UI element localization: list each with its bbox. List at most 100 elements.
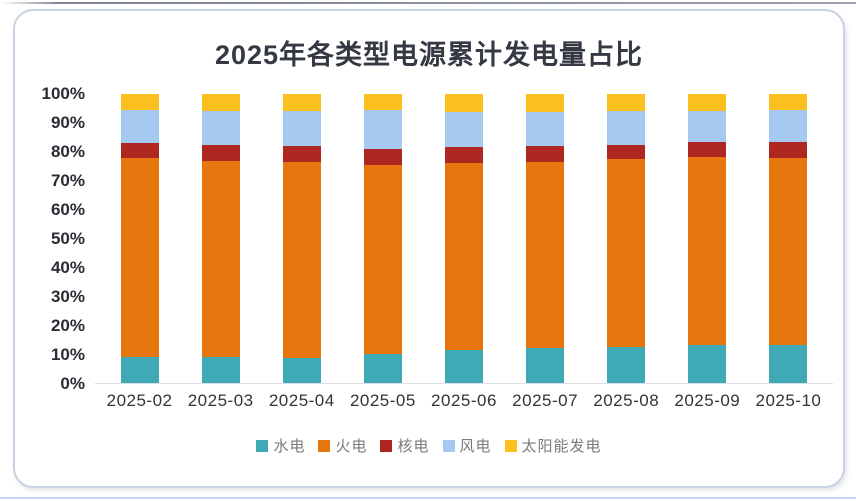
legend-swatch-icon bbox=[318, 439, 331, 452]
stacked-bar bbox=[444, 94, 483, 383]
bar-segment bbox=[769, 109, 808, 143]
top-divider-line bbox=[0, 2, 856, 4]
y-axis-tick: 60% bbox=[50, 200, 85, 219]
stacked-bar bbox=[526, 94, 565, 383]
bar-column bbox=[586, 94, 667, 383]
bar-segment bbox=[769, 157, 808, 345]
bar-segment bbox=[607, 347, 646, 383]
bar-segment bbox=[363, 94, 402, 110]
x-axis-label: 2025-02 bbox=[106, 391, 173, 410]
bar-column bbox=[667, 94, 748, 383]
x-axis-label: 2025-04 bbox=[268, 391, 335, 410]
stacked-bar bbox=[688, 94, 727, 383]
bar-segment bbox=[120, 357, 159, 383]
bar-segment bbox=[363, 164, 402, 354]
bar-segment bbox=[688, 157, 727, 345]
bar-segment bbox=[607, 144, 646, 159]
legend-swatch-icon bbox=[380, 439, 393, 452]
bar-segment bbox=[201, 110, 240, 146]
x-axis-label: 2025-05 bbox=[349, 391, 416, 410]
y-axis-tick: 100% bbox=[41, 84, 85, 103]
legend-item: 风电 bbox=[442, 435, 492, 456]
bar-segment bbox=[201, 94, 240, 111]
y-axis-tick: 80% bbox=[50, 142, 85, 161]
stacked-bar bbox=[607, 94, 646, 383]
bar-segment bbox=[282, 357, 321, 383]
y-axis-tick: 70% bbox=[50, 171, 85, 190]
bar-segment bbox=[201, 357, 240, 383]
y-axis-tick: 0% bbox=[60, 374, 85, 393]
stacked-bar bbox=[120, 94, 159, 383]
stacked-bar bbox=[769, 94, 808, 383]
bar-segment bbox=[120, 94, 159, 110]
y-axis-tick: 90% bbox=[50, 113, 85, 132]
bar-column bbox=[342, 94, 423, 383]
bar-segment bbox=[120, 158, 159, 357]
stacked-bar bbox=[201, 94, 240, 383]
bar-segment bbox=[688, 142, 727, 158]
legend-label: 风电 bbox=[459, 438, 492, 455]
legend-label: 水电 bbox=[273, 438, 306, 455]
x-axis-label: 2025-06 bbox=[431, 391, 497, 410]
bar-segment bbox=[363, 109, 402, 149]
bar-segment bbox=[769, 344, 808, 383]
bar-segment bbox=[607, 111, 646, 145]
legend-item: 水电 bbox=[256, 435, 305, 456]
bar-column bbox=[505, 94, 586, 383]
y-axis: 100% 90% 80% 70% 60% 50% 40% 30% 20% 10% 0% bbox=[25, 84, 95, 393]
bar-column bbox=[748, 94, 829, 383]
bar-segment bbox=[526, 162, 565, 349]
plot-bars bbox=[95, 94, 833, 384]
x-axis: 2025-02 2025-03 2025-04 2025-05 2025-06 2025-… bbox=[95, 391, 833, 411]
bar-segment bbox=[282, 146, 321, 163]
bar-segment bbox=[282, 94, 321, 112]
legend-swatch-icon bbox=[504, 439, 517, 452]
y-axis-tick: 20% bbox=[50, 316, 85, 335]
legend-label: 火电 bbox=[335, 438, 368, 455]
bar-segment bbox=[120, 109, 159, 144]
stacked-bar bbox=[363, 94, 402, 383]
bar-segment bbox=[444, 147, 483, 164]
bar-segment bbox=[363, 148, 402, 165]
bar-segment bbox=[444, 94, 483, 112]
bar-segment bbox=[201, 161, 240, 357]
legend-item: 太阳能发电 bbox=[504, 435, 602, 456]
bar-segment bbox=[444, 163, 483, 351]
stacked-bar bbox=[282, 94, 321, 383]
bar-segment bbox=[688, 110, 727, 143]
bar-segment bbox=[282, 162, 321, 358]
x-axis-label: 2025-08 bbox=[593, 391, 660, 410]
legend-item: 核电 bbox=[380, 435, 429, 456]
bar-segment bbox=[769, 94, 808, 110]
x-axis-label: 2025-07 bbox=[512, 391, 579, 410]
bar-segment bbox=[607, 94, 646, 112]
bar-column bbox=[261, 94, 342, 383]
bottom-divider-line bbox=[0, 497, 856, 499]
x-axis-label: 2025-10 bbox=[755, 391, 822, 410]
bar-segment bbox=[526, 146, 565, 163]
bar-segment bbox=[363, 353, 402, 383]
x-axis-label: 2025-03 bbox=[187, 391, 254, 410]
chart-title: 2025年各类型电源累计发电量占比 bbox=[214, 40, 644, 70]
bar-column bbox=[180, 94, 261, 383]
legend-item: 火电 bbox=[318, 435, 367, 456]
bar-segment bbox=[769, 142, 808, 158]
legend-swatch-icon bbox=[442, 439, 455, 452]
bar-segment bbox=[526, 112, 565, 147]
legend-label: 核电 bbox=[397, 438, 430, 455]
bar-segment bbox=[526, 348, 565, 383]
bar-segment bbox=[444, 350, 483, 383]
legend-swatch-icon bbox=[256, 439, 269, 452]
bar-segment bbox=[607, 158, 646, 348]
bar-segment bbox=[526, 94, 565, 113]
bar-segment bbox=[688, 94, 727, 111]
bar-segment bbox=[688, 344, 727, 383]
bar-segment bbox=[282, 111, 321, 147]
y-axis-tick: 50% bbox=[50, 229, 85, 248]
legend-label: 太阳能发电 bbox=[521, 438, 602, 455]
bar-column bbox=[423, 94, 504, 383]
bar-segment bbox=[444, 111, 483, 148]
legend: 水电 火电 核电 风电 太阳能发电 bbox=[25, 435, 833, 456]
x-axis-label: 2025-09 bbox=[674, 391, 741, 410]
chart-card: 2025年各类型电源累计发电量占比 100% 90% 80% 70% 60% 50% 40%… bbox=[13, 9, 845, 488]
